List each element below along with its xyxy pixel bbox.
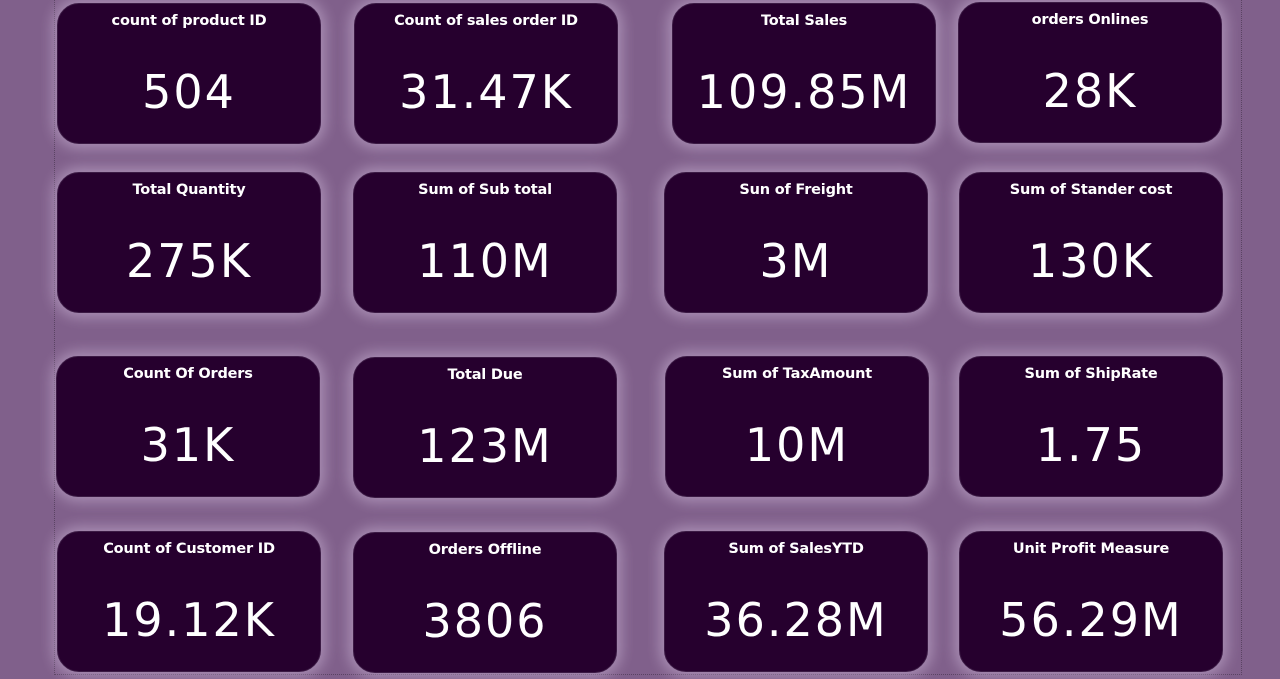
kpi-card: Sum of ShipRate 1.75	[959, 356, 1223, 497]
kpi-card: count of product ID 504	[57, 3, 321, 144]
card-value: 19.12K	[102, 593, 276, 647]
kpi-card: Sum of TaxAmount 10M	[665, 356, 929, 497]
kpi-card: Count of Customer ID 19.12K	[57, 531, 321, 672]
card-value: 130K	[1028, 234, 1154, 288]
card-value: 110M	[417, 234, 553, 288]
card-value: 3M	[759, 234, 833, 288]
kpi-card: Sun of Freight 3M	[664, 172, 928, 313]
card-title: Total Due	[447, 367, 523, 383]
kpi-card: Count of sales order ID 31.47K	[354, 3, 618, 144]
card-value: 31.47K	[399, 65, 573, 119]
kpi-card: Sum of SalesYTD 36.28M	[664, 531, 928, 672]
kpi-card: orders Onlines 28K	[958, 2, 1222, 143]
card-value: 275K	[126, 234, 252, 288]
card-title: Unit Profit Measure	[1012, 541, 1170, 557]
card-title: Total Quantity	[132, 182, 246, 198]
card-value: 1.75	[1035, 418, 1147, 472]
card-value: 123M	[417, 419, 553, 473]
card-title: Sum of Sub total	[418, 182, 552, 198]
card-value: 109.85M	[696, 65, 912, 119]
card-title: Sum of Stander cost	[1009, 182, 1173, 198]
card-title: Sun of Freight	[739, 182, 853, 198]
card-value: 31K	[140, 418, 236, 472]
card-title: Count Of Orders	[123, 366, 253, 382]
kpi-card: Total Quantity 275K	[57, 172, 321, 313]
card-value: 10M	[744, 418, 850, 472]
card-title: Total Sales	[760, 13, 848, 29]
card-title: Orders Offline	[428, 542, 542, 558]
card-value: 504	[142, 65, 236, 119]
card-title: Sum of SalesYTD	[728, 541, 864, 557]
card-title: Count of Customer ID	[103, 541, 275, 557]
card-value: 28K	[1042, 64, 1138, 118]
card-value: 3806	[422, 594, 548, 648]
kpi-card: Total Due 123M	[353, 357, 617, 498]
card-title: Sum of ShipRate	[1024, 366, 1158, 382]
kpi-card: Orders Offline 3806	[353, 532, 617, 673]
kpi-card: Count Of Orders 31K	[56, 356, 320, 497]
card-value: 36.28M	[704, 593, 888, 647]
kpi-card: Total Sales 109.85M	[672, 3, 936, 144]
kpi-card: Sum of Stander cost 130K	[959, 172, 1223, 313]
card-title: orders Onlines	[1031, 12, 1149, 28]
kpi-card: Unit Profit Measure 56.29M	[959, 531, 1223, 672]
card-value: 56.29M	[999, 593, 1183, 647]
kpi-card: Sum of Sub total 110M	[353, 172, 617, 313]
canvas-frame	[54, 0, 1242, 675]
card-title: Sum of TaxAmount	[721, 366, 873, 382]
card-title: count of product ID	[111, 13, 267, 29]
card-title: Count of sales order ID	[394, 13, 578, 29]
